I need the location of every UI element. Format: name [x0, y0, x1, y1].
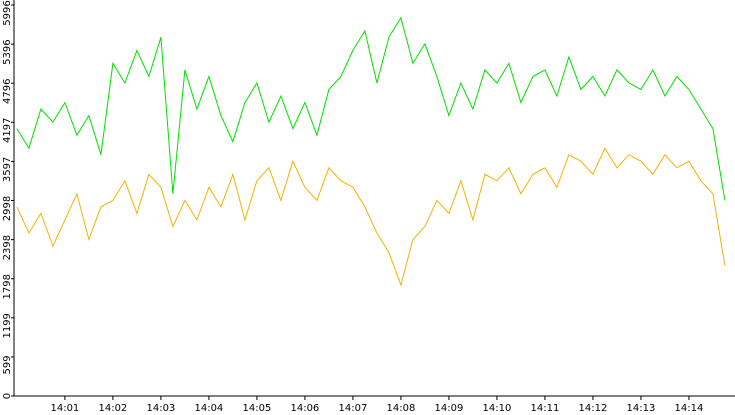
y-tick-label: 2398	[2, 235, 13, 260]
x-tick-label: 14:13	[627, 403, 656, 414]
x-tick-label: 14:10	[482, 403, 511, 414]
series-line	[16, 16, 726, 201]
y-tick-label: 0	[2, 393, 13, 399]
y-tick-label: 3597	[2, 157, 13, 182]
y-tick-label: 4197	[2, 118, 13, 143]
x-tick-label: 14:04	[194, 403, 223, 414]
y-tick-label: 599	[2, 355, 13, 374]
x-tick-label: 14:07	[338, 403, 367, 414]
x-tick-label: 14:11	[530, 403, 559, 414]
y-tick-label: 4796	[2, 79, 13, 104]
y-tick-label: 2998	[2, 196, 13, 221]
y-tick-label: 1199	[2, 313, 13, 338]
x-tick-label: 14:09	[434, 403, 463, 414]
x-tick-label: 14:03	[146, 403, 175, 414]
x-tick-label: 14:02	[98, 403, 127, 414]
x-tick-label: 14:05	[242, 403, 271, 414]
y-tick-label: 1798	[2, 274, 13, 299]
x-tick-label: 14:08	[386, 403, 415, 414]
x-tick-label: 14:12	[578, 403, 607, 414]
y-tick-label: 5996	[2, 0, 13, 25]
x-tick-label: 14:06	[290, 403, 319, 414]
x-tick-label: 14:14	[675, 403, 704, 414]
y-tick-label: 5396	[2, 39, 13, 64]
series-line	[16, 147, 726, 287]
x-tick-label: 14:01	[50, 403, 79, 414]
